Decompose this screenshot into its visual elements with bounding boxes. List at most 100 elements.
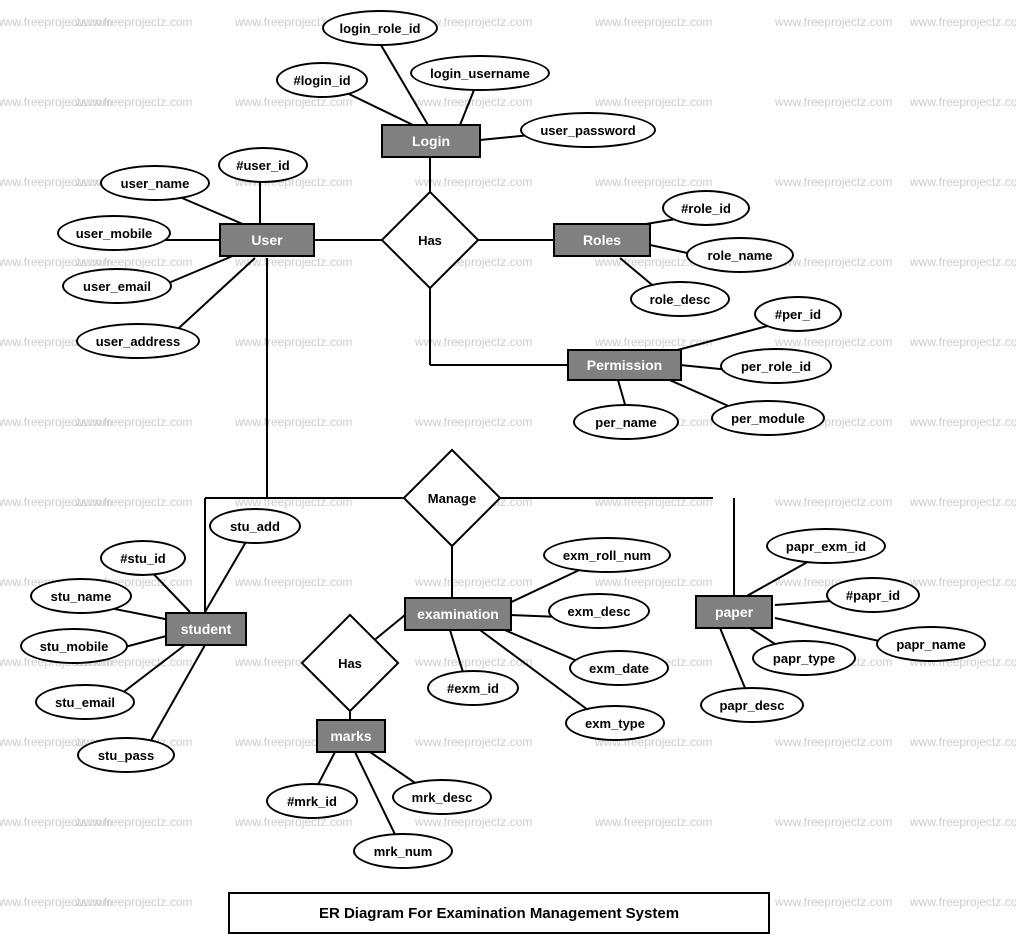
watermark-text: www.freeprojectz.com [75, 415, 192, 429]
watermark-text: www.freeprojectz.com [775, 495, 892, 509]
watermark-text: www.freeprojectz.com [910, 175, 1016, 189]
watermark-text: www.freeprojectz.com [75, 15, 192, 29]
attr-stu-mobile: stu_mobile [20, 628, 128, 664]
attr-exm-roll-num: exm_roll_num [543, 537, 671, 573]
watermark-text: www.freeprojectz.com [0, 95, 112, 109]
watermark-text: www.freeprojectz.com [775, 15, 892, 29]
entity-permission: Permission [567, 349, 682, 381]
entity-login: Login [381, 124, 481, 158]
watermark-text: www.freeprojectz.com [910, 95, 1016, 109]
watermark-text: www.freeprojectz.com [910, 255, 1016, 269]
watermark-text: www.freeprojectz.com [775, 735, 892, 749]
watermark-text: www.freeprojectz.com [595, 495, 712, 509]
entity-student: student [165, 612, 247, 646]
watermark-text: www.freeprojectz.com [415, 415, 532, 429]
watermark-text: www.freeprojectz.com [0, 815, 112, 829]
er-diagram-canvas: (function(){ const wm = JSON.parse(docum… [0, 0, 1016, 942]
relationship-has-1: Has [395, 205, 465, 275]
attr-login-role-id: login_role_id [322, 10, 438, 46]
diagram-title: ER Diagram For Examination Management Sy… [228, 892, 770, 934]
watermark-text: www.freeprojectz.com [75, 495, 192, 509]
watermark-text: www.freeprojectz.com [910, 575, 1016, 589]
watermark-text: www.freeprojectz.com [910, 335, 1016, 349]
attr-user-address: user_address [76, 323, 200, 359]
attr-stu-pass: stu_pass [77, 737, 175, 773]
entity-user: User [219, 223, 315, 257]
watermark-text: www.freeprojectz.com [235, 335, 352, 349]
watermark-text: www.freeprojectz.com [415, 95, 532, 109]
attr-exm-type: exm_type [565, 705, 665, 741]
relationship-manage: Manage [417, 463, 487, 533]
attr-papr-name: papr_name [876, 626, 986, 662]
watermark-text: www.freeprojectz.com [75, 815, 192, 829]
entity-examination: examination [404, 597, 512, 631]
watermark-text: www.freeprojectz.com [775, 895, 892, 909]
attr-mrk-num: mrk_num [353, 833, 453, 869]
watermark-text: www.freeprojectz.com [910, 15, 1016, 29]
watermark-text: www.freeprojectz.com [910, 735, 1016, 749]
attr-papr-type: papr_type [752, 640, 856, 676]
attr-per-name: per_name [573, 404, 679, 440]
watermark-text: www.freeprojectz.com [75, 255, 192, 269]
watermark-text: www.freeprojectz.com [235, 495, 352, 509]
attr-per-id: #per_id [754, 296, 842, 332]
attr-exm-id: #exm_id [427, 670, 519, 706]
attr-user-password: user_password [520, 112, 656, 148]
entity-marks: marks [316, 719, 386, 753]
watermark-text: www.freeprojectz.com [75, 95, 192, 109]
watermark-text: www.freeprojectz.com [75, 895, 192, 909]
watermark-text: www.freeprojectz.com [415, 735, 532, 749]
watermark-text: www.freeprojectz.com [0, 175, 112, 189]
attr-exm-desc: exm_desc [548, 593, 650, 629]
attr-per-module: per_module [711, 400, 825, 436]
watermark-text: www.freeprojectz.com [595, 175, 712, 189]
watermark-text: www.freeprojectz.com [775, 335, 892, 349]
watermark-text: www.freeprojectz.com [775, 95, 892, 109]
attr-exm-date: exm_date [569, 650, 669, 686]
watermark-text: www.freeprojectz.com [595, 335, 712, 349]
attr-papr-exm-id: papr_exm_id [766, 528, 886, 564]
attr-role-name: role_name [686, 237, 794, 273]
watermark-text: www.freeprojectz.com [415, 815, 532, 829]
watermark-text: www.freeprojectz.com [235, 575, 352, 589]
entity-paper: paper [695, 595, 773, 629]
watermark-text: www.freeprojectz.com [910, 415, 1016, 429]
attr-user-email: user_email [62, 268, 172, 304]
watermark-text: www.freeprojectz.com [0, 895, 112, 909]
watermark-text: www.freeprojectz.com [0, 495, 112, 509]
attr-user-id: #user_id [218, 147, 308, 183]
relationship-has-2: Has [315, 628, 385, 698]
watermark-text: www.freeprojectz.com [415, 655, 532, 669]
attr-login-username: login_username [410, 55, 550, 91]
watermark-text: www.freeprojectz.com [0, 255, 112, 269]
attr-role-id: #role_id [662, 190, 750, 226]
watermark-text: www.freeprojectz.com [235, 415, 352, 429]
watermark-text: www.freeprojectz.com [910, 495, 1016, 509]
watermark-text: www.freeprojectz.com [910, 895, 1016, 909]
watermark-text: www.freeprojectz.com [235, 255, 352, 269]
attr-user-mobile: user_mobile [57, 215, 171, 251]
watermark-text: www.freeprojectz.com [775, 175, 892, 189]
attr-per-role-id: per_role_id [720, 348, 832, 384]
attr-mrk-id: #mrk_id [266, 783, 358, 819]
attr-papr-desc: papr_desc [700, 687, 804, 723]
entity-roles: Roles [553, 223, 651, 257]
er-connectors [0, 0, 1016, 942]
attr-mrk-desc: mrk_desc [392, 779, 492, 815]
attr-role-desc: role_desc [630, 281, 730, 317]
watermark-text: www.freeprojectz.com [595, 95, 712, 109]
attr-stu-name: stu_name [30, 578, 132, 614]
watermark-text: www.freeprojectz.com [775, 815, 892, 829]
watermark-text: www.freeprojectz.com [595, 815, 712, 829]
watermark-text: www.freeprojectz.com [595, 15, 712, 29]
watermark-text: www.freeprojectz.com [0, 415, 112, 429]
watermark-text: www.freeprojectz.com [415, 175, 532, 189]
attr-stu-id: #stu_id [100, 540, 186, 576]
attr-login-id: #login_id [276, 62, 368, 98]
attr-stu-add: stu_add [209, 508, 301, 544]
watermark-text: www.freeprojectz.com [595, 575, 712, 589]
attr-user-name: user_name [100, 165, 210, 201]
watermark-text: www.freeprojectz.com [910, 815, 1016, 829]
watermark-text: www.freeprojectz.com [415, 575, 532, 589]
watermark-text: www.freeprojectz.com [0, 15, 112, 29]
